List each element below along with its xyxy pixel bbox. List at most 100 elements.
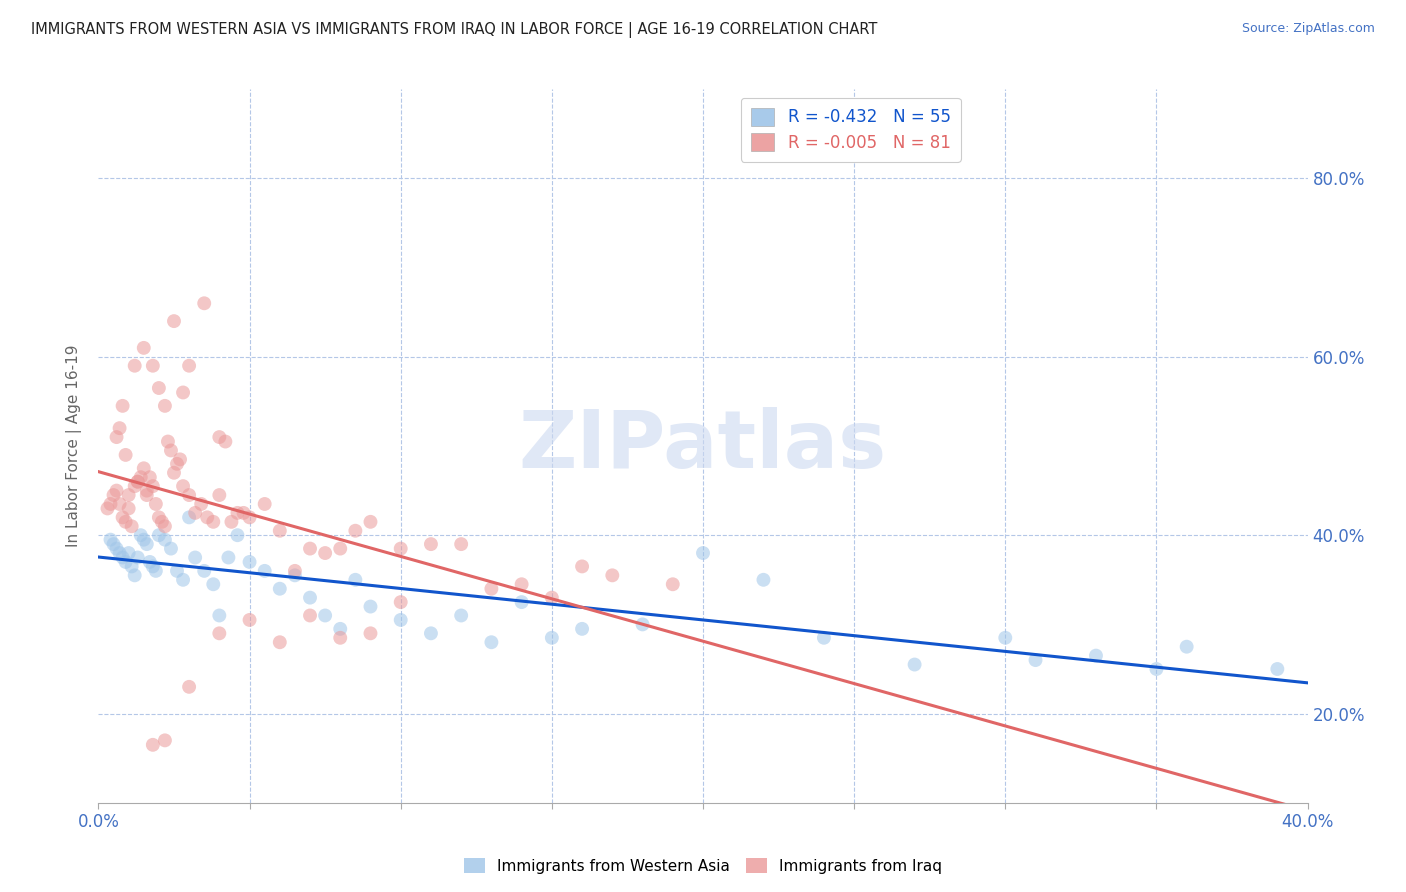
Point	[179, 680, 201, 694]
Point	[253, 564, 276, 578]
Point	[96, 501, 118, 516]
Point	[135, 483, 157, 498]
Point	[184, 506, 207, 520]
Point	[299, 591, 322, 605]
Point	[127, 550, 149, 565]
Point	[114, 555, 136, 569]
Point	[105, 430, 128, 444]
Point	[571, 559, 593, 574]
Point	[481, 635, 503, 649]
Point	[631, 617, 654, 632]
Point	[121, 559, 143, 574]
Point	[163, 466, 186, 480]
Point	[118, 488, 141, 502]
Point	[145, 564, 167, 578]
Point	[540, 591, 562, 605]
Point	[132, 533, 155, 547]
Point	[132, 461, 155, 475]
Point	[142, 359, 165, 373]
Point	[153, 519, 176, 533]
Point	[153, 399, 176, 413]
Point	[135, 488, 157, 502]
Point	[420, 537, 443, 551]
Point	[100, 533, 122, 547]
Point	[1144, 662, 1167, 676]
Point	[195, 510, 218, 524]
Point	[226, 528, 249, 542]
Point	[160, 443, 183, 458]
Point	[148, 528, 170, 542]
Point	[360, 626, 382, 640]
Point	[118, 501, 141, 516]
Point	[111, 399, 134, 413]
Point	[202, 577, 225, 591]
Point	[329, 541, 352, 556]
Point	[1267, 662, 1289, 676]
Point	[450, 537, 472, 551]
Text: ZIPatlas: ZIPatlas	[519, 407, 887, 485]
Point	[284, 568, 307, 582]
Point	[179, 359, 201, 373]
Y-axis label: In Labor Force | Age 16-19: In Labor Force | Age 16-19	[66, 344, 83, 548]
Point	[813, 631, 835, 645]
Point	[193, 296, 215, 310]
Point	[450, 608, 472, 623]
Point	[124, 479, 146, 493]
Legend: Immigrants from Western Asia, Immigrants from Iraq: Immigrants from Western Asia, Immigrants…	[458, 852, 948, 880]
Point	[284, 564, 307, 578]
Point	[179, 488, 201, 502]
Point	[124, 568, 146, 582]
Point	[103, 537, 125, 551]
Point	[156, 434, 179, 449]
Point	[1024, 653, 1046, 667]
Point	[239, 510, 262, 524]
Point	[232, 506, 254, 520]
Point	[269, 635, 291, 649]
Point	[329, 622, 352, 636]
Point	[389, 541, 412, 556]
Text: Source: ZipAtlas.com: Source: ZipAtlas.com	[1241, 22, 1375, 36]
Point	[208, 488, 231, 502]
Point	[360, 599, 382, 614]
Point	[510, 595, 533, 609]
Point	[1085, 648, 1108, 663]
Point	[239, 613, 262, 627]
Point	[111, 510, 134, 524]
Point	[127, 475, 149, 489]
Point	[344, 573, 367, 587]
Point	[184, 550, 207, 565]
Point	[142, 479, 165, 493]
Point	[1175, 640, 1198, 654]
Point	[179, 510, 201, 524]
Point	[153, 733, 176, 747]
Text: IMMIGRANTS FROM WESTERN ASIA VS IMMIGRANTS FROM IRAQ IN LABOR FORCE | AGE 16-19 : IMMIGRANTS FROM WESTERN ASIA VS IMMIGRAN…	[31, 22, 877, 38]
Point	[142, 738, 165, 752]
Point	[299, 608, 322, 623]
Point	[208, 430, 231, 444]
Point	[118, 546, 141, 560]
Point	[420, 626, 443, 640]
Point	[169, 452, 191, 467]
Point	[202, 515, 225, 529]
Point	[105, 483, 128, 498]
Point	[172, 385, 194, 400]
Point	[148, 510, 170, 524]
Point	[269, 524, 291, 538]
Point	[269, 582, 291, 596]
Point	[111, 550, 134, 565]
Point	[994, 631, 1017, 645]
Point	[100, 497, 122, 511]
Point	[108, 546, 131, 560]
Point	[208, 626, 231, 640]
Point	[221, 515, 243, 529]
Point	[129, 528, 152, 542]
Point	[329, 631, 352, 645]
Point	[114, 448, 136, 462]
Point	[166, 564, 188, 578]
Legend: R = -0.432   N = 55, R = -0.005   N = 81: R = -0.432 N = 55, R = -0.005 N = 81	[741, 97, 960, 161]
Point	[389, 613, 412, 627]
Point	[132, 341, 155, 355]
Point	[571, 622, 593, 636]
Point	[314, 608, 336, 623]
Point	[193, 564, 215, 578]
